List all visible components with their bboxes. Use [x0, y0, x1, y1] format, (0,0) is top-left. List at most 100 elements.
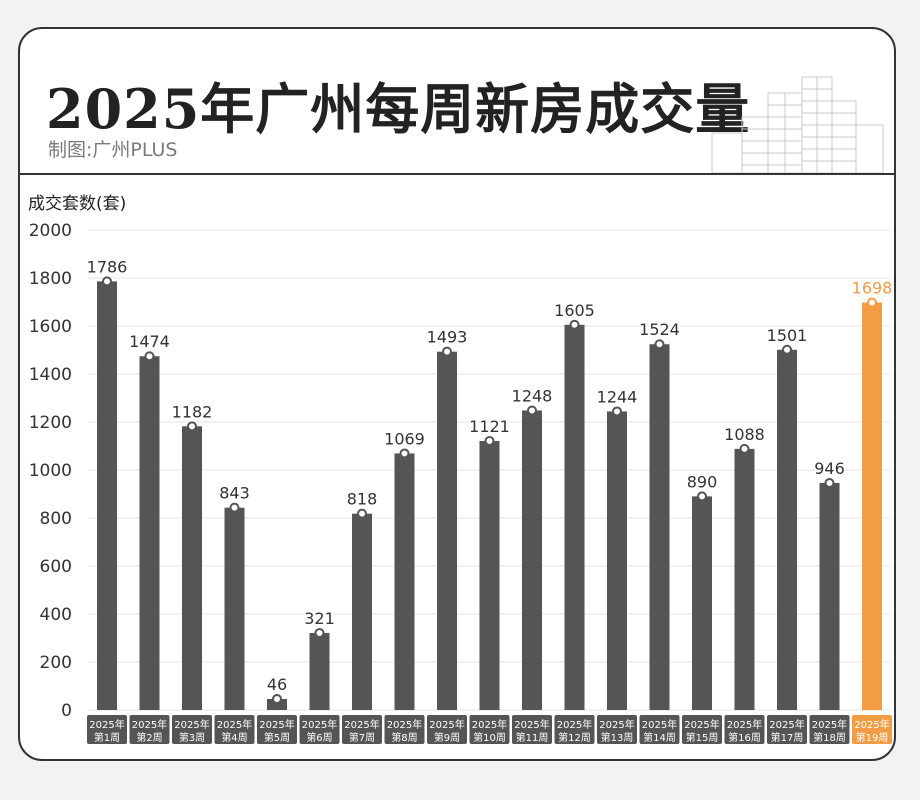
x-tick-label-year: 2025年 [472, 718, 507, 731]
x-tick-label-week: 第7周 [349, 731, 375, 744]
bar [522, 410, 542, 710]
bar-marker [357, 508, 367, 519]
y-tick-label: 1800 [29, 269, 72, 289]
x-tick-label-week: 第18周 [813, 731, 846, 744]
x-tick-label-year: 2025年 [429, 718, 464, 731]
x-tick-label-year: 2025年 [769, 718, 804, 731]
x-tick-label-week: 第11周 [516, 731, 549, 744]
x-tick-label-year: 2025年 [174, 718, 209, 731]
chart-card: 2025年广州每周新房成交量 制图:广州PLUS 成交套数(套) 0 200 400 [18, 27, 896, 761]
data-label-halo: 1248 [512, 386, 553, 405]
x-tick-label-week: 第1周 [94, 731, 120, 744]
x-tick-tag [469, 715, 510, 744]
bar-marker [612, 406, 622, 417]
bar-marker [229, 502, 240, 513]
bar-marker [654, 339, 665, 350]
bar [352, 513, 372, 710]
data-label: 946 [814, 459, 845, 478]
data-label-halo: 1474 [129, 332, 170, 351]
x-tick-tag [299, 715, 340, 744]
bar [97, 281, 117, 710]
y-axis-label: 成交套数(套) [28, 194, 127, 214]
x-tick-label-year: 2025年 [387, 718, 422, 731]
y-tick-label: 1600 [29, 317, 72, 337]
x-tick-label-year: 2025年 [727, 718, 762, 731]
y-tick-label: 2000 [29, 221, 72, 241]
bar-marker [442, 346, 452, 357]
data-label: 1069 [384, 429, 425, 448]
bar [224, 507, 245, 710]
x-tick-label-week: 第15周 [686, 731, 719, 744]
x-tick-label-year: 2025年 [854, 718, 889, 731]
data-label: 843 [219, 484, 250, 503]
x-tick-tag [214, 715, 255, 744]
data-label: 46 [267, 675, 287, 694]
bar [692, 496, 712, 710]
data-label-halo: 1088 [724, 425, 765, 444]
data-label: 1121 [469, 417, 510, 436]
page-title: 2025年广州每周新房成交量 [46, 77, 751, 141]
data-label: 1182 [172, 402, 213, 421]
bar-marker [187, 421, 197, 432]
y-tick-label: 400 [40, 605, 72, 625]
bar-marker [484, 435, 495, 446]
data-label: 1501 [767, 326, 808, 345]
bar-marker [739, 443, 750, 454]
bar [309, 632, 330, 710]
x-tick-label-year: 2025年 [642, 718, 677, 731]
bar [734, 448, 755, 710]
bar [862, 302, 882, 710]
bar [479, 440, 500, 710]
bar-marker [569, 319, 580, 330]
x-tick-tag [427, 715, 467, 744]
x-tick-label-year: 2025年 [557, 718, 592, 731]
x-tick-tag [639, 715, 680, 744]
data-label-halo: 46 [267, 675, 287, 694]
data-label-halo: 1698 [852, 278, 893, 297]
bar-marker [314, 627, 325, 638]
data-label: 1524 [639, 320, 680, 339]
x-tick-tag [724, 715, 765, 744]
bar-marker [272, 693, 282, 704]
bar-marker [697, 491, 707, 502]
bar-marker [867, 297, 877, 308]
x-tick-label-week: 第4周 [221, 731, 247, 744]
x-tick-tag [512, 715, 552, 744]
data-label-halo: 321 [304, 609, 335, 628]
x-tick-tag [682, 715, 722, 744]
x-tick-tag [87, 715, 127, 744]
bar-marker [824, 477, 835, 488]
x-tick-label-year: 2025年 [132, 718, 167, 731]
data-label-halo: 843 [219, 484, 250, 503]
data-label-halo: 818 [347, 490, 378, 509]
x-tick-tag [767, 715, 807, 744]
x-tick-tag [554, 715, 595, 744]
bar [564, 324, 585, 710]
x-tick-tag [852, 715, 892, 744]
bar [267, 698, 287, 710]
y-tick-label: 1000 [29, 461, 72, 481]
y-tick-label: 800 [40, 509, 72, 529]
x-tick-label-week: 第6周 [306, 731, 332, 744]
x-tick-tag [384, 715, 425, 744]
y-tick-label: 200 [40, 653, 72, 673]
bar [139, 356, 160, 710]
x-tick-tag [342, 715, 382, 744]
x-tick-label-year: 2025年 [259, 718, 294, 731]
bar-marker [782, 344, 792, 355]
data-label-halo: 1605 [554, 301, 595, 320]
bar [607, 411, 627, 710]
bar [182, 426, 202, 710]
chart-source-credit: 制图:广州PLUS [48, 139, 178, 161]
x-tick-tag [257, 715, 297, 744]
x-tick-label-week: 第19周 [856, 731, 889, 744]
bar-marker [527, 405, 537, 416]
data-label: 818 [347, 490, 378, 509]
bar-marker [144, 351, 155, 362]
y-tick-label: 600 [40, 557, 72, 577]
x-tick-label-year: 2025年 [302, 718, 337, 731]
data-label: 1698 [852, 278, 893, 297]
x-tick-tag [172, 715, 212, 744]
x-tick-label-week: 第3周 [179, 731, 205, 744]
data-label: 1244 [597, 387, 638, 406]
